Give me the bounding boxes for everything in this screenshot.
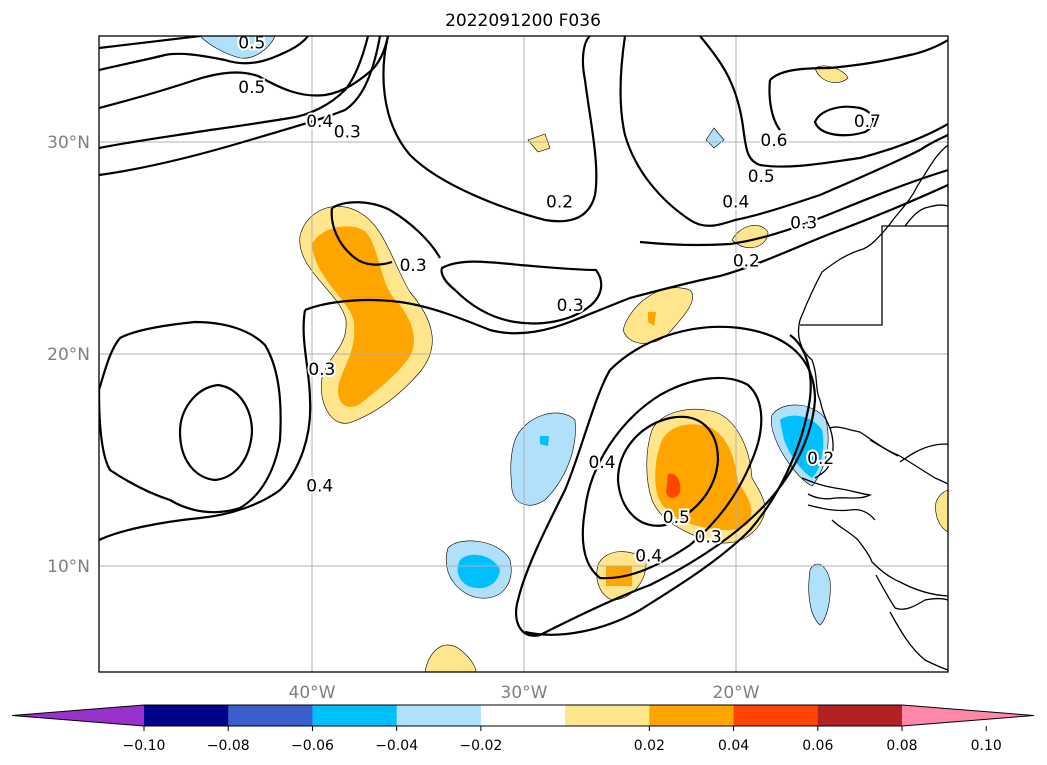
strong-anomaly-core [666, 473, 681, 498]
contour-line [178, 383, 254, 482]
colorbar-segment [817, 705, 903, 726]
colorbar-tick-label: −0.10 [123, 738, 166, 754]
negative-anomaly-core [540, 436, 549, 446]
contour-label: 0.5 [748, 167, 775, 187]
contour-label: 0.6 [760, 131, 787, 151]
colorbar-segment [480, 705, 566, 726]
negative-anomaly-core [457, 554, 500, 589]
positive-anomaly-region [814, 65, 849, 83]
contour-line [99, 309, 312, 541]
contour-label: 0.2 [546, 192, 573, 212]
y-tick-label: 30°N [47, 133, 90, 153]
contour-lines [99, 36, 948, 637]
contour-line [330, 207, 393, 266]
contour-label: 0.3 [790, 214, 817, 234]
map-frame [98, 35, 949, 673]
contour-label: 0.3 [557, 296, 584, 316]
positive-anomaly-region [424, 644, 477, 672]
positive-anomaly-region [527, 133, 551, 153]
contour-label: 0.5 [238, 33, 265, 53]
negative-anomaly-region [199, 36, 276, 59]
positive-anomaly-core [648, 312, 656, 326]
y-axis: 10°N 20°N 30°N [47, 133, 90, 577]
contour-line [699, 36, 948, 168]
contour-label: 0.4 [306, 476, 333, 496]
coastlines [797, 144, 948, 671]
contour-label: 0.2 [733, 252, 760, 272]
contour-line [768, 79, 781, 131]
chart-title: 2022091200 F036 [445, 11, 601, 31]
map-area: 0.50.50.40.30.20.30.30.40.30.20.30.40.50… [99, 33, 948, 672]
contour-line [99, 36, 201, 50]
positive-anomaly-core [312, 226, 414, 407]
contour-label: 0.3 [308, 360, 335, 380]
colorbar-tick-label: −0.08 [207, 738, 250, 754]
contour-label: 0.5 [663, 508, 690, 528]
negative-anomaly-region [808, 563, 831, 626]
colorbar-segment [396, 705, 482, 726]
colorbar-tick-label: 0.08 [886, 738, 917, 754]
colorbar-segment [649, 705, 735, 726]
colorbar-segment [565, 705, 650, 726]
colorbar-segment [228, 705, 313, 726]
y-tick-label: 20°N [47, 345, 90, 365]
positive-anomaly-region [935, 489, 948, 533]
contour-line [99, 36, 382, 177]
contour-label: 0.4 [589, 453, 616, 473]
colorbar-segment [733, 705, 819, 726]
contour-label: 0.2 [807, 449, 834, 469]
colorbar-extend-high [902, 705, 1034, 726]
contour-labels: 0.50.50.40.30.20.30.30.40.30.20.30.40.50… [236, 33, 883, 568]
contour-line [99, 320, 282, 514]
negative-anomaly-core [780, 415, 824, 478]
contour-line [581, 376, 763, 580]
y-tick-label: 10°N [47, 557, 90, 577]
contour-label: 0.5 [238, 78, 265, 98]
contour-line [440, 260, 603, 325]
x-axis: 40°W 30°W 20°W [289, 683, 760, 703]
colorbar-tick-label: −0.04 [375, 738, 418, 754]
contour-line [619, 36, 948, 227]
colorbar-extend-low [12, 705, 144, 726]
contour-line [331, 201, 441, 259]
contour-line [813, 105, 875, 137]
x-tick-label: 30°W [501, 683, 548, 703]
contour-line [99, 36, 309, 72]
contour-line [639, 168, 948, 247]
x-tick-label: 40°W [289, 683, 336, 703]
colorbar-tick-label: 0.02 [634, 738, 665, 754]
contour-label: 0.3 [695, 527, 722, 547]
contour-label: 0.3 [334, 122, 361, 142]
positive-anomaly-region [622, 287, 693, 344]
colorbar: −0.10 −0.08 −0.06 −0.04 −0.02 0.02 0.04 0.06 0.0… [11, 704, 1035, 754]
contour-line [769, 39, 948, 81]
colorbar-tick-label: 0.06 [802, 738, 833, 754]
colorbar-segment [312, 705, 398, 726]
contour-line [99, 36, 370, 150]
contour-label: 0.7 [854, 112, 881, 132]
contour-line [382, 36, 598, 223]
contour-label: 0.4 [722, 192, 749, 212]
contour-line [304, 183, 948, 335]
contour-label: 0.4 [306, 112, 333, 132]
contour-label: 0.4 [635, 546, 662, 566]
colorbar-tick-label: −0.02 [459, 738, 502, 754]
x-tick-label: 20°W [713, 683, 760, 703]
colorbar-tick-label: −0.06 [291, 738, 334, 754]
contour-line [514, 325, 817, 637]
contour-line [524, 334, 812, 636]
colorbar-segment [144, 705, 229, 726]
contour-line [616, 415, 720, 527]
colorbar-tick-label: 0.04 [718, 738, 749, 754]
negative-anomaly-region [705, 127, 725, 149]
contour-label: 0.3 [400, 256, 427, 276]
negative-anomaly-region [510, 412, 576, 506]
colorbar-tick-label: 0.10 [971, 738, 1002, 754]
